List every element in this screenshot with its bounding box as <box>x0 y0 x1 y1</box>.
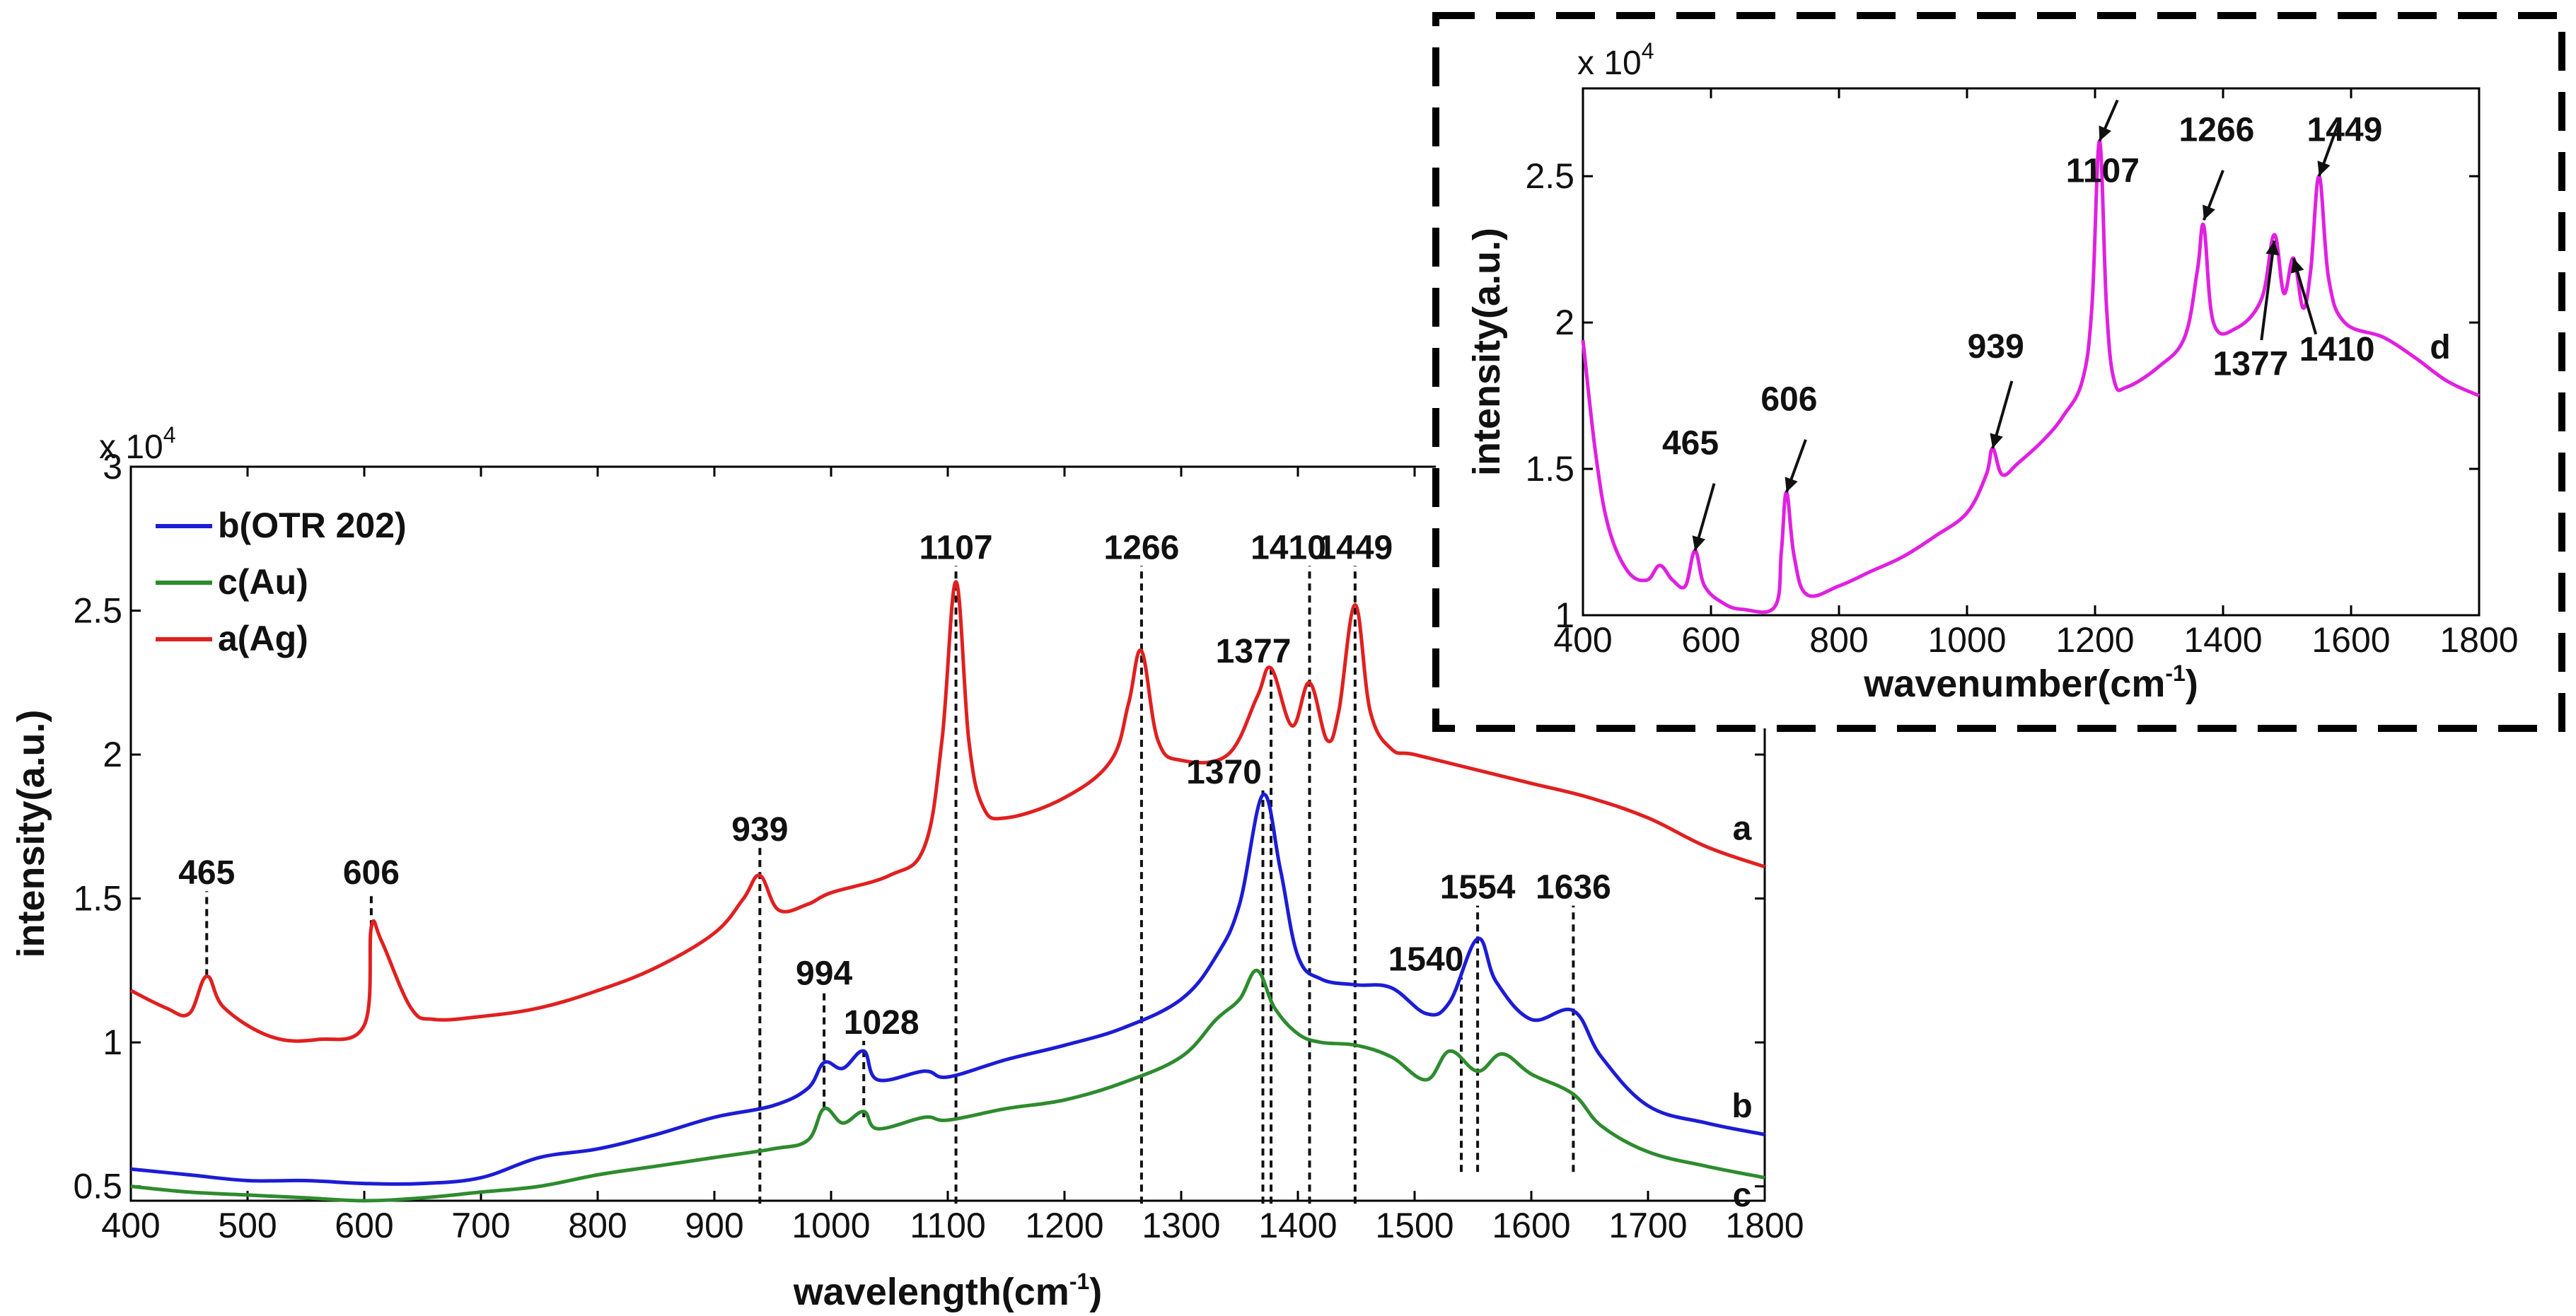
peak-label-1449: 1449 <box>1317 529 1393 566</box>
main-y-tick-label: 2 <box>103 735 122 774</box>
peak-label-1554: 1554 <box>1440 869 1516 907</box>
inset-y-tick-label: 1 <box>1555 595 1574 635</box>
inset-arrowhead-1410 <box>2290 258 2304 274</box>
inset-peak-label-1377: 1377 <box>2213 346 2289 383</box>
main-x-tick-label: 1300 <box>1142 1206 1220 1245</box>
inset-peak-label-465: 465 <box>1662 424 1719 462</box>
peak-label-939: 939 <box>731 811 788 849</box>
main-series <box>129 580 1765 1203</box>
inset-x-tick-label: 1800 <box>2439 620 2518 660</box>
main-x-axis-label: wavelength(cm-1) <box>793 1269 1103 1313</box>
main-x-tick-label: 500 <box>218 1206 277 1245</box>
peak-label-1107: 1107 <box>919 529 992 566</box>
main-x-tick-label: 600 <box>335 1206 393 1245</box>
main-y-tick-label: 2.5 <box>73 591 122 631</box>
inset-x-tick-label: 1200 <box>2055 620 2134 660</box>
main-x-tick-label: 1800 <box>1725 1206 1804 1245</box>
main-series-end-label: c <box>1733 1177 1752 1214</box>
legend: b(OTR 202) c(Au) a(Ag) <box>156 506 407 658</box>
main-x-tick-label: 1200 <box>1025 1206 1103 1245</box>
inset-arrowhead-1266 <box>2203 204 2215 221</box>
inset-peak-labels: 465 606 939 1107 1266 1449 1377 1410 <box>1662 99 2383 552</box>
inset-peak-label-606: 606 <box>1760 380 1817 418</box>
peak-label-1636: 1636 <box>1536 869 1611 907</box>
main-series-end-labels: b c a <box>1731 810 1752 1213</box>
inset-x-tick-label: 1000 <box>1927 620 2006 660</box>
inset-arrowhead-465 <box>1692 535 1706 551</box>
main-chart: 400 500 600 700 800 900 1000 1100 1200 1300 1400 15… <box>10 422 1804 1313</box>
legend-label: c(Au) <box>218 562 308 602</box>
legend-label: a(Ag) <box>218 619 308 658</box>
inset-y-tick-label: 2 <box>1555 303 1574 342</box>
main-ticks: 400 500 600 700 800 900 1000 1100 1200 1300 1400 15… <box>73 447 1804 1245</box>
peak-label-1370: 1370 <box>1186 754 1262 791</box>
main-x-tick-label: 800 <box>568 1206 627 1245</box>
inset-arrowhead-1377 <box>2265 240 2280 256</box>
main-x-tick-label: 700 <box>451 1206 510 1245</box>
main-x-tick-label: 1700 <box>1608 1206 1687 1245</box>
inset-arrowhead-939 <box>1990 433 2003 449</box>
peak-label-994: 994 <box>796 955 852 993</box>
main-y-tick-label: 1.5 <box>73 879 122 919</box>
inset-arrow-1377 <box>2260 240 2276 341</box>
inset-x-tick-label: 1600 <box>2311 620 2390 660</box>
peak-label-1410: 1410 <box>1251 529 1326 566</box>
inset-peak-label-1266: 1266 <box>2179 112 2255 149</box>
inset-arrowhead-1107 <box>2099 125 2112 141</box>
inset-y-tick-label: 2.5 <box>1525 156 1574 196</box>
inset-peak-label-1449: 1449 <box>2307 112 2383 149</box>
peak-label-1377: 1377 <box>1216 633 1292 670</box>
main-series-line <box>130 792 1765 1186</box>
main-y-axis-label: intensity(a.u.) <box>10 709 52 957</box>
main-series-line <box>130 968 1765 1203</box>
legend-label: b(OTR 202) <box>218 506 407 545</box>
inset-x-axis-label: wavenumber(cm-1) <box>1863 660 2198 705</box>
main-peak-labels: 465 606 939 994 1028 1107 1266 1370 1377 14101449… <box>178 529 1611 1042</box>
peak-label-606: 606 <box>343 854 400 892</box>
inset-x-tick-label: 800 <box>1809 620 1868 660</box>
inset-chart: 400 600 800 1000 1200 1400 1600 1800 1 1.5 2 2.5 46… <box>1432 12 2565 732</box>
inset-ticks: 400 600 800 1000 1200 1400 1600 1800 1 1.5 2 2.5 <box>1525 88 2519 660</box>
inset-y-axis-label: intensity(a.u.) <box>1466 228 1508 476</box>
main-y-tick-label: 1 <box>103 1023 122 1062</box>
main-series-end-label: b <box>1731 1088 1752 1125</box>
main-x-tick-label: 1100 <box>910 1206 986 1245</box>
main-x-tick-label: 1400 <box>1258 1206 1337 1245</box>
inset-series-end-label: d <box>2430 329 2450 366</box>
main-x-tick-label: 400 <box>101 1206 160 1245</box>
inset-series-end-labels: d <box>2430 329 2450 366</box>
main-series-line <box>129 580 1765 1043</box>
inset-arrowhead-606 <box>1785 477 1798 493</box>
inset-x-tick-label: 1400 <box>2183 620 2262 660</box>
inset-peak-label-1410: 1410 <box>2299 331 2375 368</box>
main-y-scale-label: x 104 <box>99 422 176 466</box>
inset-x-tick-label: 400 <box>1553 620 1612 660</box>
peak-label-1266: 1266 <box>1104 529 1180 566</box>
main-y-tick-label: 3 <box>103 447 122 487</box>
inset-peak-label-1107: 1107 <box>2066 152 2140 190</box>
inset-x-tick-label: 600 <box>1681 620 1740 660</box>
inset-y-scale-label: x 104 <box>1577 38 1654 82</box>
main-x-tick-label: 900 <box>685 1206 743 1245</box>
main-x-tick-label: 1000 <box>791 1206 870 1245</box>
peak-label-465: 465 <box>178 854 235 892</box>
peak-label-1540: 1540 <box>1388 941 1464 978</box>
peak-label-1028: 1028 <box>844 1004 919 1042</box>
main-x-tick-label: 1600 <box>1492 1206 1570 1245</box>
main-peak-lines <box>205 566 1575 1204</box>
main-y-tick-label: 0.5 <box>73 1167 122 1206</box>
inset-arrowhead-1449 <box>2317 161 2331 177</box>
inset-dashed-border <box>1432 12 2565 732</box>
inset-peak-label-939: 939 <box>1968 328 2024 366</box>
main-series-end-label: a <box>1733 810 1752 847</box>
inset-y-tick-label: 1.5 <box>1525 449 1574 489</box>
main-x-tick-label: 1500 <box>1375 1206 1454 1245</box>
